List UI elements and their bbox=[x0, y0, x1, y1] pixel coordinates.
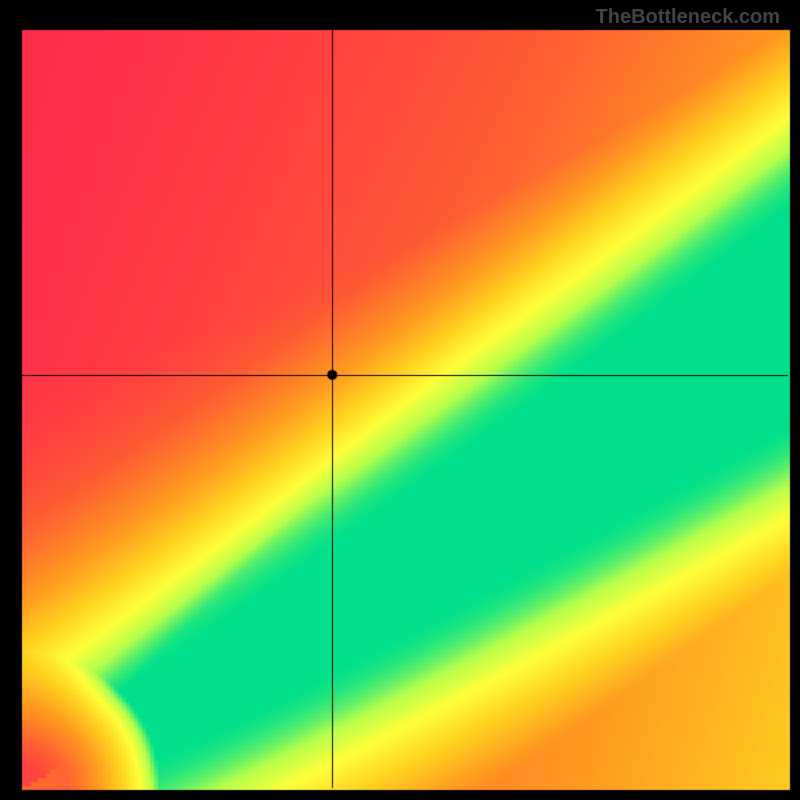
watermark-text: TheBottleneck.com bbox=[596, 6, 780, 29]
bottleneck-heatmap bbox=[0, 0, 800, 800]
